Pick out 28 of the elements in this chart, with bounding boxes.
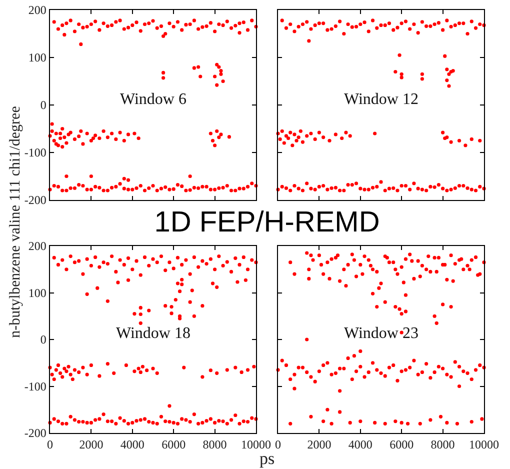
x-tick-label: 4000 xyxy=(348,438,372,452)
x-axis-title: ps xyxy=(259,449,275,469)
x-tick-label: 2000 xyxy=(307,438,332,452)
annotation: Window 18 xyxy=(116,325,190,342)
x-tick-label: 6000 xyxy=(390,438,414,452)
y-tick-label: 0 xyxy=(40,98,46,112)
y-axis-title: n-butylbenzene valine 111 chi1/degree xyxy=(8,106,24,338)
x-tick-label: 8000 xyxy=(430,438,455,452)
y-tick-label: 0 xyxy=(40,332,46,347)
x-tick-label: 2000 xyxy=(79,438,104,452)
y-tick-label: -200 xyxy=(24,193,46,208)
y-tick-label: 200 xyxy=(28,239,46,254)
text: 1D FEP/H-REMD xyxy=(154,206,380,238)
y-tick-label: 100 xyxy=(28,286,46,300)
annotation: Window 12 xyxy=(344,91,418,108)
y-tick-label: 100 xyxy=(28,50,46,65)
annotation: Window 6 xyxy=(120,91,186,108)
y-tick-label: -200 xyxy=(24,426,46,440)
x-tick-label: 10000 xyxy=(469,438,499,452)
x-tick-label: 6000 xyxy=(162,438,186,452)
y-tick-label: 200 xyxy=(28,3,46,18)
y-tick-label: -100 xyxy=(24,379,46,394)
y-tick-label: -100 xyxy=(24,146,46,160)
x-tick-label: 4000 xyxy=(120,438,144,452)
x-tick-label: 0 xyxy=(275,438,281,452)
annotation: Window 23 xyxy=(344,325,418,342)
x-tick-label: 10000 xyxy=(241,438,271,452)
x-tick-label: 8000 xyxy=(202,438,227,452)
